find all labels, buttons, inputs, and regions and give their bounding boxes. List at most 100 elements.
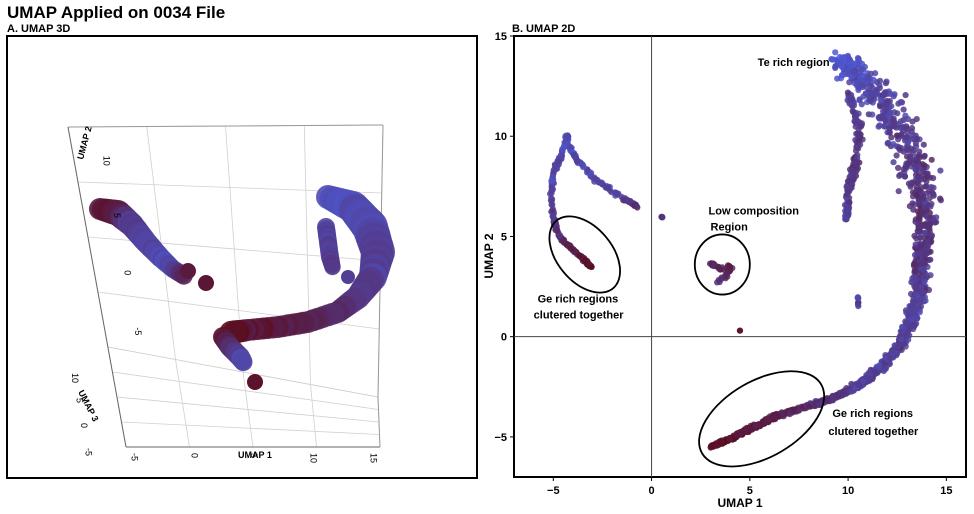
data-point xyxy=(627,198,634,205)
tube-left-tube xyxy=(89,198,193,285)
data-point xyxy=(849,107,856,114)
data-point xyxy=(739,428,746,435)
data-point xyxy=(886,110,893,118)
data-point xyxy=(912,241,919,248)
grid-line xyxy=(310,384,317,448)
data-point xyxy=(928,156,935,163)
data-point xyxy=(923,222,930,230)
data-point xyxy=(872,368,879,375)
data-point xyxy=(567,143,574,151)
cluster-left-hook xyxy=(547,132,641,271)
data-point xyxy=(890,117,898,125)
data-point xyxy=(852,163,859,170)
data-point xyxy=(904,115,912,123)
data-point xyxy=(573,158,581,165)
z-tick-label: 10 xyxy=(70,373,80,383)
figure-title: UMAP Applied on 0034 File xyxy=(7,3,226,22)
data-point xyxy=(883,78,890,85)
data-point xyxy=(795,407,803,414)
data-point xyxy=(806,403,813,410)
data-point xyxy=(842,216,849,223)
z-tick-label: 0 xyxy=(79,423,89,428)
x-tick-label: -5 xyxy=(130,453,140,461)
data-point xyxy=(758,420,766,427)
data-point xyxy=(904,160,912,167)
data-point xyxy=(898,336,905,343)
annotation-label: Ge rich regions xyxy=(538,294,619,306)
annotation-label: clutered together xyxy=(534,310,625,322)
data-point xyxy=(549,213,556,220)
data-point xyxy=(902,320,910,327)
data-point xyxy=(732,432,739,439)
grid-line xyxy=(67,126,127,448)
data-point xyxy=(890,159,897,166)
annotation-label: Region xyxy=(711,221,749,233)
data-point xyxy=(886,124,893,132)
data-point xyxy=(900,106,907,113)
z-tick-label: -5 xyxy=(84,448,94,456)
data-point xyxy=(879,113,886,120)
data-point xyxy=(905,180,913,187)
data-point xyxy=(843,385,850,392)
data-point xyxy=(840,71,847,78)
data-point xyxy=(324,258,341,276)
data-point xyxy=(718,274,725,281)
data-point xyxy=(923,190,931,197)
cluster-inner-arc xyxy=(841,89,866,223)
data-point xyxy=(917,223,924,230)
data-point xyxy=(915,250,922,257)
data-point xyxy=(894,110,901,117)
data-point xyxy=(851,79,858,87)
plot-b-frame xyxy=(513,35,967,478)
grid-line xyxy=(242,371,254,448)
data-point xyxy=(914,208,921,215)
data-point xyxy=(883,97,890,104)
y-tick-label: 5 xyxy=(501,231,507,243)
data-point xyxy=(849,96,856,103)
data-point xyxy=(847,63,854,70)
data-point xyxy=(838,63,845,70)
data-point xyxy=(865,75,872,82)
data-point xyxy=(908,125,916,132)
data-point xyxy=(860,378,867,385)
data-point xyxy=(848,388,855,395)
grid-line xyxy=(121,421,380,435)
data-point xyxy=(896,341,904,348)
data-point xyxy=(836,53,843,61)
data-point xyxy=(713,442,720,449)
data-point xyxy=(906,203,914,210)
cluster-small-cluster-2 xyxy=(854,294,862,310)
y-tick-label: 0 xyxy=(501,332,507,344)
data-point xyxy=(709,442,716,449)
data-point xyxy=(903,134,911,141)
x-tick-label: 15 xyxy=(368,453,378,463)
data-point xyxy=(913,192,920,199)
data-point xyxy=(553,163,560,170)
data-point xyxy=(849,177,857,184)
data-point xyxy=(885,139,892,146)
data-point xyxy=(234,352,253,372)
data-point xyxy=(908,155,915,162)
data-point xyxy=(923,170,930,177)
data-point xyxy=(579,161,586,168)
data-point xyxy=(594,176,601,183)
data-point xyxy=(620,197,627,204)
data-point xyxy=(811,403,818,410)
grid-line xyxy=(303,125,311,385)
data-point xyxy=(855,70,863,77)
data-point xyxy=(829,56,836,63)
y-tick-label: 10 xyxy=(495,131,507,143)
data-point xyxy=(602,184,609,191)
x-tick-label: 15 xyxy=(940,485,952,497)
data-point xyxy=(854,294,861,302)
data-point xyxy=(858,81,865,88)
data-point xyxy=(717,438,724,445)
data-point xyxy=(900,328,907,335)
axis-label-x: UMAP 1 xyxy=(238,450,272,460)
data-point xyxy=(937,167,944,174)
highlight-ellipse xyxy=(693,233,751,296)
x-tick-label: −5 xyxy=(547,485,560,497)
data-point xyxy=(857,141,864,148)
data-point xyxy=(766,416,773,423)
